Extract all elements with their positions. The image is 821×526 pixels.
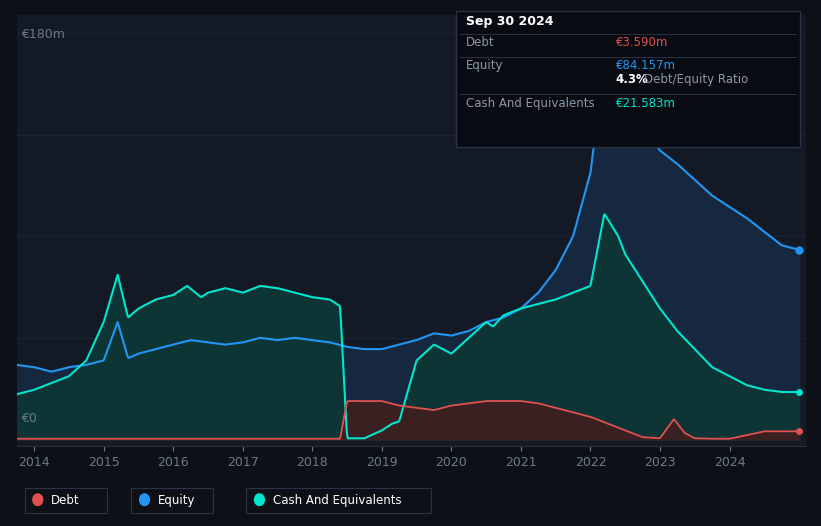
Text: €21.583m: €21.583m — [616, 97, 676, 110]
Text: €180m: €180m — [21, 28, 65, 41]
Text: Equity: Equity — [466, 59, 504, 73]
Text: Cash And Equivalents: Cash And Equivalents — [273, 494, 401, 507]
Text: Cash And Equivalents: Cash And Equivalents — [466, 97, 595, 110]
Text: Debt: Debt — [466, 36, 495, 49]
Text: Equity: Equity — [158, 494, 195, 507]
Text: 4.3%: 4.3% — [616, 73, 649, 86]
Text: €84.157m: €84.157m — [616, 59, 676, 73]
Text: €3.590m: €3.590m — [616, 36, 668, 49]
Text: Debt: Debt — [51, 494, 80, 507]
Text: Sep 30 2024: Sep 30 2024 — [466, 15, 554, 28]
Text: Debt/Equity Ratio: Debt/Equity Ratio — [644, 73, 749, 86]
Text: €0: €0 — [21, 412, 37, 424]
